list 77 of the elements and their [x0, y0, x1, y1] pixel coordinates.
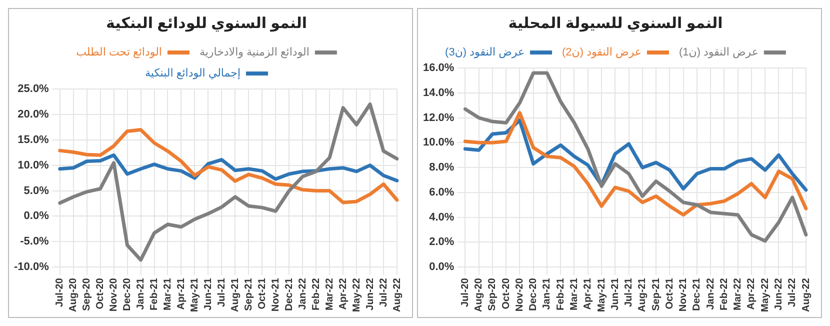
- legend-label: عرض النقود (ن1): [678, 46, 758, 59]
- legend-label: الودائع تحت الطلب: [76, 46, 162, 59]
- x-tick-label: Jun-21: [610, 278, 621, 310]
- y-tick-label: 6.0%: [429, 186, 454, 198]
- x-tick-label: Jan-22: [297, 278, 308, 310]
- x-tick-label: Feb-21: [149, 278, 160, 310]
- x-tick-label: Jul-22: [378, 278, 390, 307]
- chart-title: النمو السنوي للسيولة المحلية: [508, 15, 723, 32]
- legend-label: عرض النقود (ن2): [562, 46, 642, 59]
- x-tick-label: Sep-21: [650, 278, 662, 311]
- y-tick-label: 2.0%: [429, 236, 454, 248]
- y-tick-label: 0.0%: [24, 210, 50, 222]
- x-tick-label: May-22: [351, 278, 362, 312]
- x-tick-label: Apr-22: [338, 278, 349, 310]
- y-tick-label: 5.0%: [24, 184, 50, 197]
- x-tick-label: Sep-20: [82, 278, 93, 311]
- x-tick-label: Jul-22: [787, 278, 798, 307]
- x-tick-label: Oct-21: [256, 278, 268, 310]
- x-tick-label: Jul-20: [460, 278, 471, 307]
- x-tick-label: Sep-21: [243, 278, 254, 311]
- x-tick-label: Aug-22: [392, 278, 403, 312]
- x-tick-label: Nov-21: [678, 278, 690, 312]
- y-tick-label: 10.0%: [422, 136, 454, 149]
- x-tick-label: Oct-21: [664, 278, 676, 310]
- x-tick-label: Jul-21: [216, 278, 228, 307]
- x-tick-label: Nov-20: [108, 278, 120, 312]
- y-tick-label: 10.0%: [18, 159, 50, 172]
- x-tick-label: Oct-20: [95, 278, 106, 310]
- y-tick-label: 4.0%: [429, 211, 454, 224]
- x-tick-label: Aug-20: [68, 278, 80, 312]
- x-tick-label: May-22: [760, 278, 771, 312]
- x-tick-label: Jul-21: [624, 278, 635, 307]
- x-tick-label: Aug-22: [800, 278, 812, 312]
- x-tick-label: Nov-20: [514, 278, 526, 312]
- x-tick-label: Aug-20: [474, 278, 485, 312]
- chart-title: النمو السنوي للودائع البنكية: [106, 15, 308, 32]
- x-tick-label: Feb-22: [310, 278, 322, 310]
- x-tick-label: Dec-21: [692, 278, 703, 311]
- y-tick-label: 12.0%: [422, 112, 454, 124]
- y-tick-label: 8.0%: [429, 162, 454, 174]
- x-tick-label: Jan-21: [136, 278, 147, 310]
- x-tick-label: Mar-22: [732, 278, 744, 310]
- x-tick-label: Mar-21: [162, 278, 174, 310]
- x-tick-label: Aug-21: [230, 278, 241, 312]
- x-tick-label: Dec-21: [284, 278, 295, 311]
- y-tick-label: 0.0%: [429, 261, 454, 274]
- x-tick-label: Sep-20: [487, 278, 498, 311]
- legend-label: عرض النقود (ن3): [445, 46, 525, 59]
- x-tick-label: Apr-21: [582, 278, 594, 310]
- legend-label: إجمالي الودائع البنكية: [145, 68, 240, 80]
- x-tick-label: Jan-22: [705, 278, 716, 310]
- x-tick-label: Dec-20: [528, 278, 540, 311]
- x-tick-label: Mar-21: [569, 278, 580, 310]
- y-tick-label: -10.0%: [14, 261, 50, 274]
- x-tick-label: Nov-21: [270, 278, 282, 312]
- x-tick-label: Jan-21: [542, 278, 553, 310]
- x-tick-label: Apr-21: [176, 278, 187, 310]
- x-tick-label: Jun-22: [364, 278, 376, 310]
- x-tick-label: Oct-20: [500, 278, 512, 310]
- x-tick-label: Jul-20: [54, 278, 66, 307]
- x-tick-label: Mar-22: [324, 278, 336, 310]
- y-tick-label: 16.0%: [422, 62, 454, 74]
- x-tick-label: Jun-22: [773, 278, 784, 310]
- y-tick-label: 25.0%: [18, 83, 50, 96]
- y-tick-label: 14.0%: [422, 86, 454, 99]
- x-tick-label: Feb-21: [555, 278, 566, 310]
- y-tick-label: 15.0%: [18, 134, 50, 146]
- y-tick-label: 20.0%: [18, 108, 50, 120]
- y-tick-label: -5.0%: [20, 236, 50, 248]
- x-tick-label: Feb-22: [718, 278, 730, 310]
- x-tick-label: Dec-20: [122, 278, 134, 311]
- x-tick-label: May-21: [596, 278, 608, 312]
- x-tick-label: Jun-21: [202, 278, 214, 310]
- x-tick-label: May-21: [189, 278, 200, 312]
- legend-label: الودائع الزمنية والادخارية: [199, 46, 310, 59]
- x-tick-label: Apr-22: [746, 278, 758, 310]
- x-tick-label: Aug-21: [637, 278, 648, 312]
